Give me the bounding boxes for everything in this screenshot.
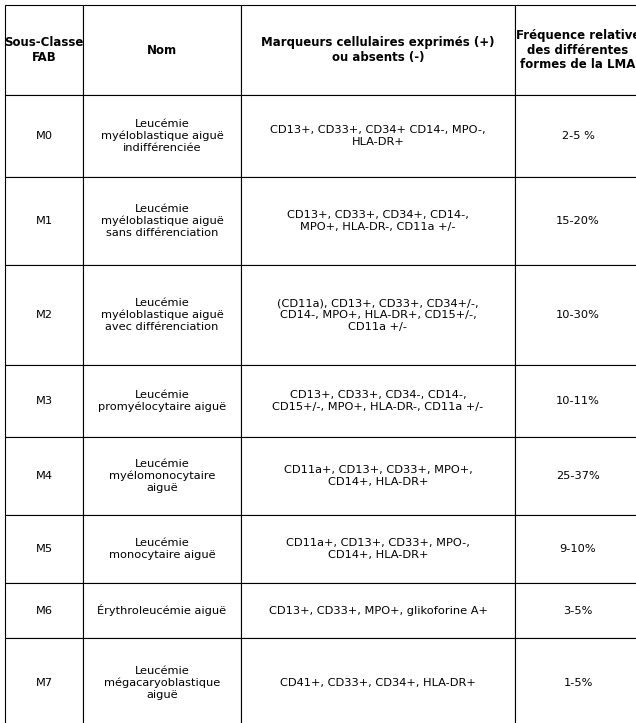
Bar	[515, 177, 636, 265]
Bar	[515, 5, 636, 95]
Bar	[5, 265, 83, 365]
Bar	[515, 95, 636, 177]
Text: Fréquence relative
des différentes
formes de la LMA: Fréquence relative des différentes forme…	[516, 28, 636, 72]
Text: CD13+, CD33+, CD34+, CD14-,
MPO+, HLA-DR-, CD11a +/-: CD13+, CD33+, CD34+, CD14-, MPO+, HLA-DR…	[287, 210, 469, 232]
Bar	[241, 437, 515, 515]
Text: M3: M3	[36, 396, 53, 406]
Bar	[83, 437, 241, 515]
Bar	[83, 515, 241, 583]
Bar	[515, 638, 636, 723]
Text: 9-10%: 9-10%	[560, 544, 597, 554]
Text: 25-37%: 25-37%	[556, 471, 600, 481]
Text: CD13+, CD33+, CD34+ CD14-, MPO-,
HLA-DR+: CD13+, CD33+, CD34+ CD14-, MPO-, HLA-DR+	[270, 125, 486, 147]
Bar	[515, 265, 636, 365]
Bar	[241, 638, 515, 723]
Text: M0: M0	[36, 131, 53, 141]
Text: CD11a+, CD13+, CD33+, MPO-,
CD14+, HLA-DR+: CD11a+, CD13+, CD33+, MPO-, CD14+, HLA-D…	[286, 538, 470, 560]
Text: Leucémie
myéloblastique aiguë
sans différenciation: Leucémie myéloblastique aiguë sans diffé…	[100, 204, 223, 238]
Text: Érythroleucémie aiguë: Érythroleucémie aiguë	[97, 604, 226, 617]
Bar	[5, 515, 83, 583]
Text: M1: M1	[36, 216, 53, 226]
Text: M6: M6	[36, 605, 53, 615]
Text: M2: M2	[36, 310, 53, 320]
Text: CD13+, CD33+, CD34-, CD14-,
CD15+/-, MPO+, HLA-DR-, CD11a +/-: CD13+, CD33+, CD34-, CD14-, CD15+/-, MPO…	[272, 390, 483, 412]
Text: CD41+, CD33+, CD34+, HLA-DR+: CD41+, CD33+, CD34+, HLA-DR+	[280, 678, 476, 688]
Text: 2-5 %: 2-5 %	[562, 131, 595, 141]
Bar	[5, 5, 83, 95]
Text: M5: M5	[36, 544, 53, 554]
Bar	[515, 365, 636, 437]
Text: CD11a+, CD13+, CD33+, MPO+,
CD14+, HLA-DR+: CD11a+, CD13+, CD33+, MPO+, CD14+, HLA-D…	[284, 465, 473, 487]
Bar	[241, 265, 515, 365]
Bar	[83, 265, 241, 365]
Text: 1-5%: 1-5%	[563, 678, 593, 688]
Bar	[241, 515, 515, 583]
Text: 10-30%: 10-30%	[556, 310, 600, 320]
Text: 10-11%: 10-11%	[556, 396, 600, 406]
Text: Marqueurs cellulaires exprimés (+)
ou absents (-): Marqueurs cellulaires exprimés (+) ou ab…	[261, 36, 495, 64]
Text: Leucémie
mégacaryoblastique
aiguë: Leucémie mégacaryoblastique aiguë	[104, 666, 220, 700]
Bar	[241, 177, 515, 265]
Bar	[515, 515, 636, 583]
Bar	[515, 583, 636, 638]
Text: Leucémie
myélomonocytaire
aiguë: Leucémie myélomonocytaire aiguë	[109, 459, 215, 493]
Text: (CD11a), CD13+, CD33+, CD34+/-,
CD14-, MPO+, HLA-DR+, CD15+/-,
CD11a +/-: (CD11a), CD13+, CD33+, CD34+/-, CD14-, M…	[277, 299, 479, 332]
Text: CD13+, CD33+, MPO+, glikoforine A+: CD13+, CD33+, MPO+, glikoforine A+	[268, 605, 487, 615]
Bar	[515, 437, 636, 515]
Text: Leucémie
promyélocytaire aiguë: Leucémie promyélocytaire aiguë	[98, 390, 226, 412]
Bar	[5, 177, 83, 265]
Bar	[83, 95, 241, 177]
Text: 3-5%: 3-5%	[563, 605, 593, 615]
Bar	[241, 365, 515, 437]
Text: M4: M4	[36, 471, 53, 481]
Text: 15-20%: 15-20%	[556, 216, 600, 226]
Text: Sous-Classe
FAB: Sous-Classe FAB	[4, 36, 84, 64]
Text: Leucémie
myéloblastique aiguë
indifférenciée: Leucémie myéloblastique aiguë indifféren…	[100, 119, 223, 153]
Bar	[83, 638, 241, 723]
Text: Leucémie
myéloblastique aiguë
avec différenciation: Leucémie myéloblastique aiguë avec diffé…	[100, 298, 223, 332]
Bar	[83, 5, 241, 95]
Bar	[5, 583, 83, 638]
Bar	[83, 583, 241, 638]
Text: Nom: Nom	[147, 43, 177, 56]
Bar	[5, 95, 83, 177]
Bar	[241, 583, 515, 638]
Bar	[5, 437, 83, 515]
Bar	[83, 177, 241, 265]
Bar	[5, 365, 83, 437]
Bar	[5, 638, 83, 723]
Bar	[241, 95, 515, 177]
Bar	[83, 365, 241, 437]
Text: Leucémie
monocytaire aiguë: Leucémie monocytaire aiguë	[109, 538, 216, 560]
Bar	[241, 5, 515, 95]
Text: M7: M7	[36, 678, 53, 688]
